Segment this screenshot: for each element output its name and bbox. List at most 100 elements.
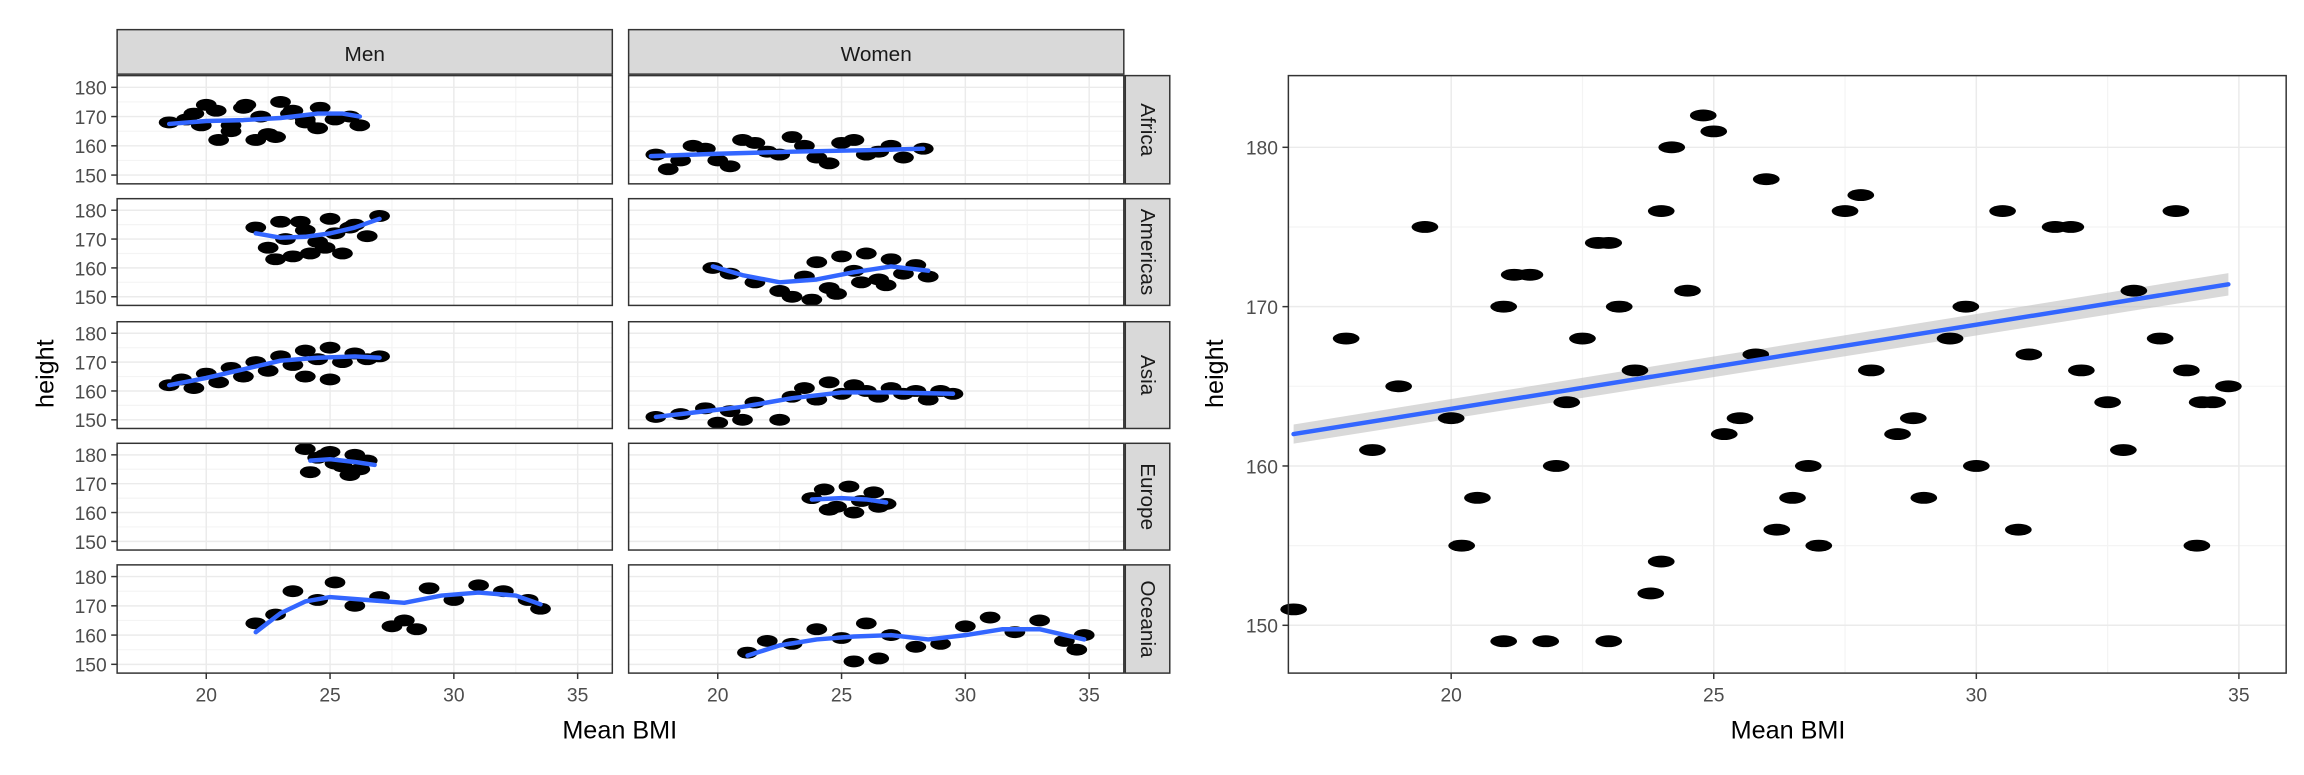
x-axis-title: Mean BMI (562, 716, 677, 744)
data-point (1962, 460, 1990, 472)
y-tick-label: 180 (75, 325, 107, 346)
y-tick-label: 160 (75, 626, 107, 647)
data-point (855, 247, 877, 260)
data-point (294, 370, 316, 383)
facet-strip-label-americas: Americas (1136, 209, 1159, 295)
data-point (1936, 332, 1964, 345)
data-point (1794, 460, 1822, 472)
data-point (2173, 364, 2200, 377)
facet-strip-column (116, 28, 614, 75)
data-point (2120, 284, 2148, 297)
smooth-line (1291, 282, 2231, 437)
x-tick-label: 30 (443, 685, 464, 706)
data-point (319, 341, 341, 354)
y-tick-label: 170 (75, 108, 107, 129)
smooth-line (253, 590, 543, 635)
y-tick-label: 180 (75, 446, 107, 467)
data-point (707, 154, 729, 167)
data-point (257, 364, 279, 377)
panel-background (628, 75, 1124, 184)
data-point (1029, 614, 1051, 627)
data-point (813, 483, 835, 496)
panel-background (117, 564, 613, 674)
data-point (282, 250, 304, 263)
panel-border (116, 197, 614, 307)
panel-border (627, 442, 1125, 551)
facet-panel-asia-men: 150 160 170 180 (75, 320, 614, 432)
y-axis-title: height (31, 339, 59, 408)
data-point (1553, 396, 1581, 409)
panel-border (116, 74, 614, 185)
y-tick-label: 170 (1246, 298, 1278, 319)
data-point (314, 241, 336, 254)
data-point (1847, 189, 1875, 202)
data-point (1658, 141, 1686, 154)
facet-strip-label-men: Men (345, 43, 385, 66)
facet-strip-label-asia: Asia (1136, 355, 1159, 396)
smooth-line (166, 354, 382, 388)
smooth-line (809, 495, 889, 505)
data-point (418, 582, 440, 595)
y-tick-label: 160 (75, 382, 107, 403)
data-point (1899, 412, 1927, 425)
data-point (1689, 109, 1717, 122)
data-point (1621, 364, 1649, 377)
y-tick-label: 170 (75, 354, 107, 375)
data-point (1280, 603, 1307, 616)
data-point (930, 637, 951, 650)
data-point (831, 136, 852, 149)
y-axis-title: height (1201, 339, 1229, 408)
data-point (1805, 539, 1833, 552)
data-point (1726, 412, 1754, 425)
data-point (979, 611, 1001, 624)
facet-panel-oceania-men: 150 160 170 180 20 25 30 35 (75, 564, 614, 706)
data-point (265, 253, 286, 266)
data-point (2110, 444, 2137, 456)
data-point (1448, 539, 1476, 552)
data-point (1605, 300, 1633, 313)
data-point (356, 230, 378, 243)
data-point (1500, 268, 1528, 281)
facet-panel-europe-women (627, 442, 1125, 551)
y-tick-label: 150 (75, 656, 107, 677)
data-point (1385, 380, 1413, 393)
data-point (1952, 300, 1980, 313)
x-tick-label: 25 (831, 685, 852, 706)
facet-panel-asia-women (627, 320, 1125, 430)
data-point (1752, 173, 1780, 186)
y-tick-label: 180 (75, 568, 107, 589)
facet-strip-row (1124, 320, 1171, 430)
data-point (756, 634, 778, 647)
data-point (794, 139, 815, 152)
smooth-line (253, 216, 382, 240)
single-chart: 150 160 170 180 20 25 30 35 Mean BMI height (1201, 74, 2287, 744)
x-tick-label: 20 (707, 685, 728, 706)
data-point (1910, 491, 1938, 504)
smooth-line (710, 264, 931, 285)
data-point (806, 623, 828, 636)
panel-border (116, 442, 614, 551)
data-point (324, 576, 346, 589)
data-point (1437, 412, 1465, 425)
faceted-chart: Men Women Africa Americas Asia Europe Oceania 1… (31, 28, 1171, 744)
data-point (1779, 491, 1806, 504)
data-point (1584, 236, 1612, 249)
data-point (208, 134, 230, 146)
y-tick-label: 180 (1246, 139, 1278, 160)
data-point (843, 655, 865, 668)
data-point (954, 620, 976, 633)
panel-border (627, 74, 1125, 185)
data-point (1857, 364, 1885, 377)
data-point (850, 276, 872, 289)
data-point (1647, 555, 1675, 568)
panel-background (117, 321, 613, 429)
data-point (1569, 332, 1596, 345)
data-point (855, 617, 877, 630)
y-tick-label: 170 (75, 597, 107, 618)
facet-panel-europe-men: 150 160 170 180 (75, 442, 614, 554)
data-point (294, 443, 316, 455)
data-point (769, 413, 791, 426)
facet-strip-row (1124, 197, 1171, 307)
panel-border (116, 564, 614, 674)
